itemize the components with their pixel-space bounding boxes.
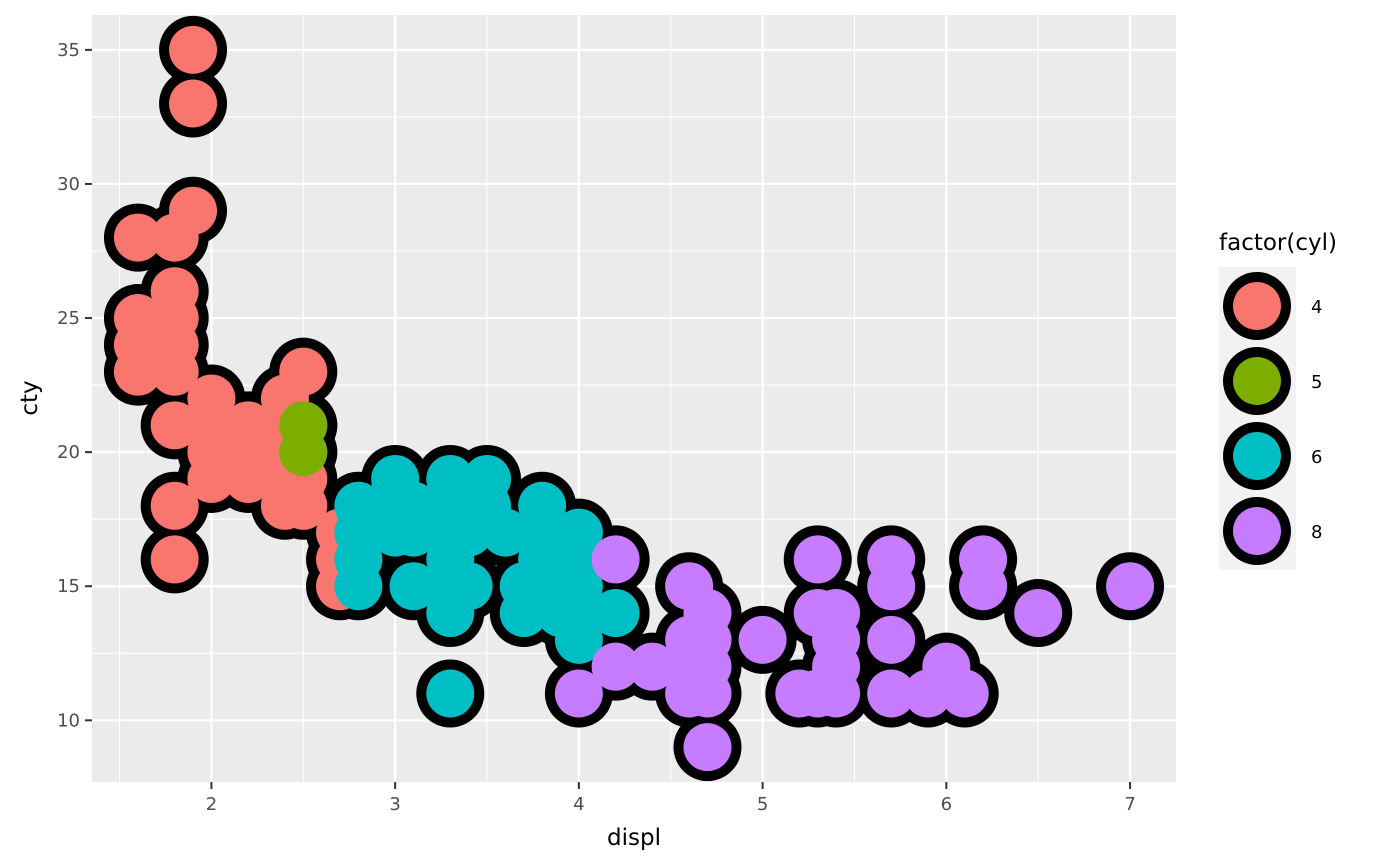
point-cyl-6 — [591, 589, 640, 638]
legend-title: factor(cyl) — [1219, 230, 1337, 256]
point-cyl-4 — [150, 347, 199, 396]
legend-label-5: 5 — [1311, 372, 1322, 393]
point-cyl-6 — [389, 508, 438, 557]
y-tick-label: 30 — [57, 174, 80, 195]
legend-label-4: 4 — [1311, 297, 1322, 318]
y-tick-label: 20 — [57, 442, 80, 463]
y-axis-title: cty — [17, 380, 43, 415]
legend-entries: 4 5 6 8 — [1223, 272, 1322, 565]
x-tick-label: 4 — [573, 794, 584, 815]
legend-label-6: 6 — [1311, 447, 1322, 468]
x-axis: 2 3 4 5 6 7 — [206, 782, 1136, 815]
point-cyl-4 — [279, 347, 328, 396]
point-cyl-4 — [279, 481, 328, 530]
point-cyl-8 — [1014, 589, 1063, 638]
point-cyl-8 — [554, 669, 603, 718]
point-cyl-4 — [169, 25, 218, 74]
point-cyl-4 — [224, 454, 273, 503]
x-tick-label: 5 — [757, 794, 768, 815]
point-cyl-6 — [334, 562, 383, 611]
point-cyl-8 — [867, 615, 916, 664]
point-cyl-4 — [169, 79, 218, 128]
point-cyl-4 — [113, 213, 162, 262]
data-points — [103, 15, 1165, 782]
point-cyl-8 — [940, 669, 989, 718]
y-tick-label: 10 — [57, 710, 80, 731]
point-cyl-4 — [150, 213, 199, 262]
point-cyl-6 — [389, 562, 438, 611]
point-cyl-4 — [113, 347, 162, 396]
point-cyl-4 — [150, 401, 199, 450]
point-cyl-8 — [1106, 562, 1155, 611]
x-tick-label: 2 — [206, 794, 217, 815]
x-axis-title: displ — [607, 825, 661, 851]
point-cyl-5 — [279, 428, 328, 477]
point-cyl-8 — [959, 562, 1008, 611]
point-cyl-6 — [426, 669, 475, 718]
x-tick-label: 3 — [389, 794, 400, 815]
x-tick-label: 6 — [941, 794, 952, 815]
legend-label-8: 8 — [1311, 522, 1322, 543]
legend: factor(cyl) 4 5 6 8 — [1219, 230, 1337, 570]
point-cyl-8 — [812, 669, 861, 718]
point-cyl-8 — [591, 535, 640, 584]
point-cyl-8 — [591, 642, 640, 691]
y-axis: 10 15 20 25 30 35 — [57, 40, 92, 731]
legend-key-6 — [1233, 432, 1281, 480]
point-cyl-8 — [867, 562, 916, 611]
point-cyl-4 — [150, 535, 199, 584]
point-cyl-8 — [683, 669, 732, 718]
legend-key-4 — [1233, 282, 1281, 330]
point-cyl-4 — [187, 454, 236, 503]
point-cyl-8 — [628, 642, 677, 691]
legend-key-8 — [1233, 507, 1281, 555]
point-cyl-6 — [444, 562, 493, 611]
y-tick-label: 25 — [57, 308, 80, 329]
point-cyl-8 — [867, 669, 916, 718]
point-cyl-6 — [481, 508, 530, 557]
y-tick-label: 15 — [57, 576, 80, 597]
point-cyl-8 — [793, 535, 842, 584]
point-cyl-8 — [738, 615, 787, 664]
point-cyl-4 — [150, 481, 199, 530]
legend-key-5 — [1233, 357, 1281, 405]
y-tick-label: 35 — [57, 40, 80, 61]
point-cyl-8 — [683, 723, 732, 772]
x-tick-label: 7 — [1124, 794, 1135, 815]
point-cyl-6 — [554, 615, 603, 664]
